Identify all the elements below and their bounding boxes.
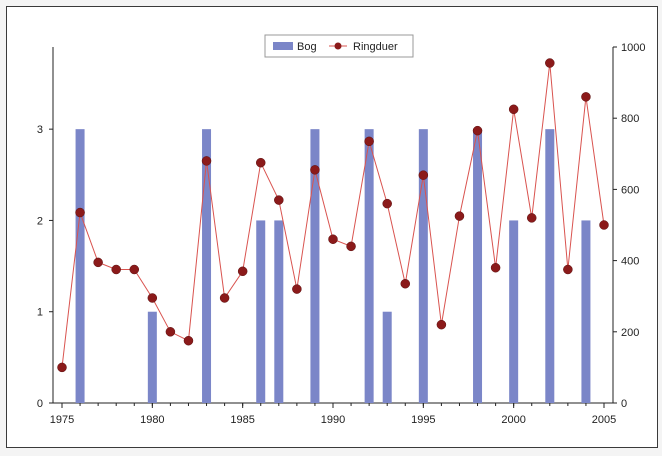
ringduer-point — [255, 157, 266, 168]
bar — [274, 220, 284, 403]
ringduer-point — [545, 58, 555, 68]
bar — [75, 129, 85, 403]
x-tick-label: 1975 — [50, 414, 74, 426]
x-tick-label: 2005 — [592, 414, 616, 426]
bar — [310, 129, 320, 403]
legend-label-ringduer: Ringduer — [353, 41, 398, 53]
right-tick-label: 800 — [621, 113, 639, 125]
legend: Bog Ringduer — [264, 34, 414, 58]
ringduer-point — [382, 198, 392, 209]
bar-series — [75, 129, 591, 403]
left-tick-label: 0 — [37, 398, 43, 410]
legend-swatch-ringduer-marker — [334, 42, 342, 50]
chart-frame: 0 1 2 3 0 200 400 600 800 1000 1975 1980 1985 1990 199… — [6, 6, 658, 448]
ringduer-point — [292, 284, 302, 294]
line-series — [57, 58, 609, 373]
x-tick-label: 1990 — [321, 414, 345, 426]
right-tick-label: 600 — [621, 184, 639, 196]
ringduer-line — [61, 62, 605, 368]
ringduer-point — [93, 257, 103, 268]
left-tick-label: 2 — [37, 215, 43, 227]
ringduer-point — [75, 207, 85, 218]
bar — [256, 220, 266, 403]
ringduer-point — [201, 156, 212, 166]
ringduer-point — [328, 234, 338, 244]
ringduer-point — [526, 213, 537, 223]
bar — [581, 220, 591, 403]
ringduer-point — [147, 293, 158, 303]
right-tick-label: 0 — [621, 398, 627, 410]
ringduer-point — [400, 278, 411, 289]
right-tick-label: 400 — [621, 256, 639, 268]
ringduer-point — [364, 136, 374, 147]
ringduer-point — [581, 92, 591, 102]
ringduer-point — [346, 241, 356, 252]
ringduer-point — [418, 170, 429, 180]
ringduer-point — [183, 335, 194, 346]
ringduer-point — [129, 264, 140, 275]
bar — [473, 129, 483, 403]
ringduer-point — [310, 165, 320, 175]
ringduer-point — [563, 264, 573, 275]
x-tick-label: 1995 — [411, 414, 435, 426]
ringduer-point — [508, 104, 519, 115]
ringduer-point — [111, 264, 121, 275]
ringduer-point — [274, 195, 284, 205]
ringduer-point — [599, 220, 609, 230]
x-tick-label: 1985 — [230, 414, 254, 426]
ringduer-point — [454, 211, 465, 221]
x-tick-label: 1980 — [140, 414, 164, 426]
ringduer-point — [490, 262, 501, 273]
bar — [509, 220, 519, 403]
ringduer-point — [165, 327, 176, 337]
right-tick-label: 1000 — [621, 42, 645, 54]
ringduer-point — [237, 266, 248, 277]
legend-label-bog: Bog — [297, 41, 317, 53]
x-tick-label: 2000 — [501, 414, 525, 426]
bar — [364, 129, 374, 403]
ringduer-point — [436, 319, 447, 330]
left-tick-label: 3 — [37, 124, 43, 136]
bar — [418, 129, 428, 403]
bar — [202, 129, 212, 403]
bar — [382, 311, 392, 403]
ringduer-point — [219, 293, 230, 303]
chart: 0 1 2 3 0 200 400 600 800 1000 1975 1980 1985 1990 199… — [37, 34, 646, 426]
bar — [147, 311, 157, 403]
bar — [545, 129, 555, 403]
right-tick-label: 200 — [621, 327, 639, 339]
left-tick-label: 1 — [37, 307, 43, 319]
axes: 0 1 2 3 0 200 400 600 800 1000 1975 1980 1985 1990 199… — [37, 42, 646, 426]
ringduer-point — [57, 362, 67, 373]
legend-swatch-bog — [273, 42, 293, 50]
ringduer-point — [472, 125, 483, 136]
